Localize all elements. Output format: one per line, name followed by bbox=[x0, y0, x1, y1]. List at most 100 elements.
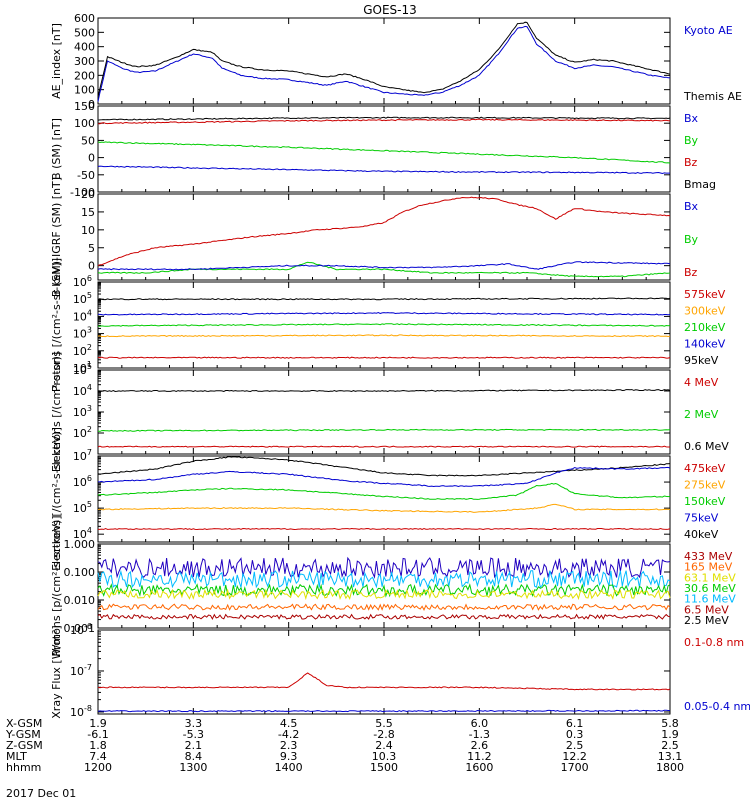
y-tick-label: 107 bbox=[73, 448, 92, 463]
series-line-63-1-mev bbox=[97, 588, 671, 601]
legend-entry: 475keV bbox=[684, 462, 726, 475]
y-tick-label: 0.001 bbox=[64, 622, 96, 635]
y-axis-label: Protons [/(cm²-s-sr-keV)] bbox=[50, 258, 63, 392]
y-tick-label: 10-7 bbox=[70, 663, 92, 678]
series-line-0-6-mev bbox=[97, 389, 671, 393]
legend-entry: 150keV bbox=[684, 495, 726, 508]
series-line-300kev bbox=[97, 334, 671, 338]
y-tick-label: 600 bbox=[74, 12, 95, 25]
legend-entry: 40keV bbox=[684, 528, 719, 541]
y-tick-label: 105 bbox=[73, 500, 92, 515]
ephemeris-value: 12.2 bbox=[562, 750, 587, 763]
legend-entry: 165 MeV bbox=[684, 561, 733, 574]
ephemeris-value: 7.4 bbox=[89, 750, 107, 763]
ephemeris-value: 4.5 bbox=[280, 717, 298, 730]
ephemeris-value: 2.5 bbox=[566, 739, 584, 752]
ephemeris-value: 1600 bbox=[465, 761, 493, 774]
legend-entry: 11.6 MeV bbox=[684, 593, 736, 606]
panel-frame bbox=[97, 629, 671, 715]
y-tick-label: 100 bbox=[74, 84, 95, 97]
y-tick-label: 20 bbox=[81, 188, 95, 201]
legend-entry: 2.5 MeV bbox=[684, 614, 729, 627]
panel-frame bbox=[97, 105, 671, 193]
ephemeris-value: 6.0 bbox=[471, 717, 489, 730]
y-tick-label: 106 bbox=[73, 474, 92, 489]
y-tick-label: 500 bbox=[74, 26, 95, 39]
series-line-150kev bbox=[97, 482, 671, 500]
legend-entry: Kyoto AE bbox=[684, 24, 733, 37]
series-line-themis-ae bbox=[97, 21, 671, 98]
ephemeris-value: -2.8 bbox=[373, 728, 394, 741]
legend-entry: Bx bbox=[684, 112, 699, 125]
ephemeris-value: 13.1 bbox=[658, 750, 683, 763]
legend-entry: By bbox=[684, 233, 699, 246]
ephemeris-value: 9.3 bbox=[280, 750, 298, 763]
y-axis-label: B (SM)-IGRF (SM) [nT] bbox=[50, 177, 63, 297]
ephemeris-value: 1700 bbox=[561, 761, 589, 774]
series-line-0-1-0-8-nm bbox=[97, 672, 671, 691]
ephemeris-row-label: Y-GSM bbox=[5, 728, 41, 741]
y-tick-label: 400 bbox=[74, 41, 95, 54]
series-line-210kev bbox=[97, 323, 671, 327]
legend-entry: 6.5 MeV bbox=[684, 603, 729, 616]
ephemeris-value: 11.2 bbox=[467, 750, 492, 763]
y-tick-label: 106 bbox=[73, 274, 92, 289]
legend-entry: 0.6 MeV bbox=[684, 440, 729, 453]
ephemeris-value: 1200 bbox=[84, 761, 112, 774]
y-tick-label: 100 bbox=[74, 117, 95, 130]
ephemeris-value: 1500 bbox=[370, 761, 398, 774]
ephemeris-value: 10.3 bbox=[372, 750, 397, 763]
y-tick-label: 105 bbox=[73, 362, 92, 377]
ephemeris-value: -4.2 bbox=[278, 728, 299, 741]
series-line-by bbox=[97, 141, 671, 164]
legend-entry: 2 MeV bbox=[684, 408, 719, 421]
y-tick-label: 50 bbox=[81, 134, 95, 147]
series-line-95kev bbox=[97, 297, 671, 301]
legend-entry: 30.6 MeV bbox=[684, 582, 736, 595]
ephemeris-value: 6.1 bbox=[566, 717, 584, 730]
legend-entry: Bx bbox=[684, 200, 699, 213]
legend-entry: 4 MeV bbox=[684, 376, 719, 389]
y-tick-label: 104 bbox=[73, 383, 92, 398]
legend-entry: 433 MeV bbox=[684, 550, 733, 563]
series-line-kyoto-ae bbox=[97, 25, 670, 102]
legend-entry: 0.1-0.8 nm bbox=[684, 636, 744, 649]
y-axis-label: Protons [p/(cm²-s-sr-keV)] bbox=[50, 515, 63, 656]
ephemeris-value: 1300 bbox=[179, 761, 207, 774]
series-line-0-05-0-4-nm bbox=[97, 709, 670, 713]
ephemeris-row-label: MLT bbox=[6, 750, 27, 763]
legend-entry: Bz bbox=[684, 156, 698, 169]
y-tick-label: 1.000 bbox=[64, 538, 96, 551]
panel-5: 102 103 104 105 Electrons [/(cm²-s-sr)] 4 MeV… bbox=[50, 352, 729, 472]
panel-2: -100 -50 0 50 100 150 B (SM) [nT] Bx By Bz Bmag bbox=[50, 100, 716, 199]
ephemeris-value: 2.5 bbox=[661, 739, 679, 752]
plot-title: GOES-13 bbox=[363, 3, 417, 17]
legend-entry: 210keV bbox=[684, 321, 726, 334]
x-axis-ephemeris: X-GSM 1.9 3.3 4.5 5.5 6.0 6.1 5.8 Y-GSM -6.1 -5.3 -… bbox=[5, 717, 684, 774]
legend-entry: 300keV bbox=[684, 305, 726, 318]
y-axis-label: B (SM) [nT] bbox=[50, 118, 63, 180]
series-line-4-mev bbox=[97, 445, 670, 448]
legend-entry: 95keV bbox=[684, 354, 719, 367]
ephemeris-row-label: hhmm bbox=[6, 761, 41, 774]
series-line-30-6-mev bbox=[97, 583, 671, 598]
series-line-165-mev bbox=[97, 603, 671, 611]
ephemeris-value: 5.8 bbox=[661, 717, 679, 730]
y-tick-label: -100 bbox=[70, 186, 95, 199]
y-tick-label: 300 bbox=[74, 55, 95, 68]
series-line-bmag bbox=[97, 116, 671, 121]
ephemeris-value: 5.5 bbox=[375, 717, 393, 730]
y-tick-label: 103 bbox=[73, 404, 92, 419]
ephemeris-value: -5.3 bbox=[183, 728, 204, 741]
legend-entry: 75keV bbox=[684, 512, 719, 525]
series-line-275kev bbox=[97, 503, 670, 513]
legend-entry: By bbox=[684, 134, 699, 147]
panel-frame bbox=[97, 369, 671, 455]
y-axis-label: Electrons [/(cm²-s-sr)] bbox=[50, 352, 63, 472]
series-line-bz bbox=[97, 196, 671, 267]
legend-entry: 0.05-0.4 nm bbox=[684, 700, 750, 713]
date-label: 2017 Dec 01 bbox=[6, 787, 76, 800]
